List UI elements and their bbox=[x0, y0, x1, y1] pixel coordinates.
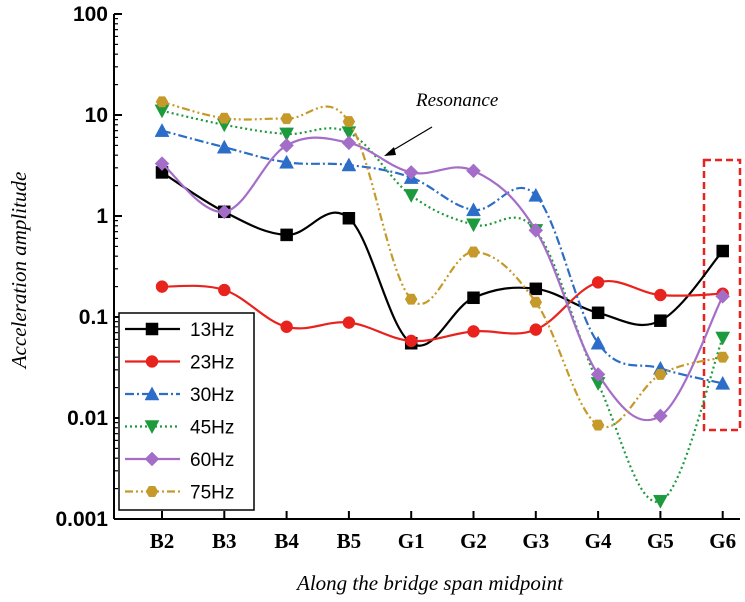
legend-label-30Hz: 30Hz bbox=[190, 385, 234, 406]
data-point-75Hz-G5 bbox=[654, 368, 667, 380]
data-point-60Hz-G2 bbox=[466, 163, 481, 179]
data-point-30Hz-B4 bbox=[279, 154, 295, 169]
data-point-60Hz-G4 bbox=[590, 367, 606, 382]
data-point-60Hz-G6 bbox=[715, 289, 731, 304]
x-tick-label: G1 bbox=[398, 529, 425, 553]
data-point-13Hz-G2 bbox=[467, 291, 480, 305]
y-tick-label: 0.1 bbox=[79, 306, 109, 329]
data-point-45Hz-G1 bbox=[403, 189, 419, 203]
series-75Hz bbox=[155, 96, 729, 431]
data-point-45Hz-G5 bbox=[652, 494, 668, 509]
legend-label-60Hz: 60Hz bbox=[190, 450, 234, 471]
x-tick-label: G2 bbox=[460, 529, 487, 553]
x-tick-label: G4 bbox=[585, 529, 612, 553]
data-point-75Hz-G4 bbox=[591, 419, 605, 431]
y-ticks: 0.001 0.01 0.1 1 10 100 bbox=[55, 3, 122, 531]
legend-label-13Hz: 13Hz bbox=[190, 320, 234, 341]
legend-label-75Hz: 75Hz bbox=[190, 483, 234, 504]
data-point-60Hz-B4 bbox=[279, 138, 294, 153]
data-point-75Hz-B5 bbox=[342, 116, 356, 128]
data-point-75Hz-B3 bbox=[218, 112, 231, 124]
legend-label-45Hz: 45Hz bbox=[190, 418, 234, 439]
data-point-60Hz-B3 bbox=[216, 204, 232, 220]
data-point-13Hz-G3 bbox=[529, 282, 543, 296]
data-point-60Hz-G1 bbox=[403, 165, 419, 180]
x-tick-label: B5 bbox=[337, 529, 362, 553]
data-point-75Hz-G2 bbox=[467, 246, 480, 258]
data-point-23Hz-G1 bbox=[404, 334, 418, 348]
x-ticks: B2 B3 B4 B5 G1 G2 G3 G4 G5 G6 bbox=[150, 511, 736, 553]
series-line-45Hz bbox=[161, 109, 724, 503]
data-point-60Hz-G5 bbox=[653, 408, 668, 424]
y-tick-label: 10 bbox=[85, 104, 108, 127]
annotation-arrow-line bbox=[389, 126, 433, 153]
legend-marker-23Hz bbox=[145, 355, 159, 368]
y-tick-label: 1 bbox=[96, 205, 108, 228]
data-point-30Hz-B3 bbox=[216, 139, 232, 154]
series-line-75Hz bbox=[161, 100, 723, 429]
x-tick-label: B4 bbox=[274, 529, 299, 553]
legend-box bbox=[118, 312, 255, 511]
data-point-30Hz-B2 bbox=[154, 123, 170, 137]
legend-marker-13Hz bbox=[145, 322, 159, 336]
x-axis-title: Along the bridge span midpoint bbox=[295, 571, 564, 595]
data-point-30Hz-B5 bbox=[341, 157, 357, 172]
legend: 13Hz 23Hz 30Hz 45Hz 60Hz 75Hz bbox=[118, 312, 255, 511]
data-point-23Hz-B5 bbox=[342, 316, 356, 329]
series-group bbox=[154, 96, 731, 509]
data-point-30Hz-G2 bbox=[466, 202, 481, 217]
legend-marker-45Hz bbox=[144, 420, 160, 435]
data-point-30Hz-G4 bbox=[590, 335, 606, 350]
data-point-23Hz-B4 bbox=[280, 320, 293, 334]
data-point-30Hz-G3 bbox=[528, 187, 544, 202]
data-point-45Hz-G6 bbox=[715, 331, 731, 346]
annotation: Resonance bbox=[384, 90, 498, 156]
data-point-13Hz-B4 bbox=[280, 228, 293, 242]
x-tick-label: B3 bbox=[212, 529, 237, 553]
data-point-13Hz-G4 bbox=[591, 306, 605, 320]
data-point-60Hz-G3 bbox=[528, 223, 544, 238]
annotation-arrow-head bbox=[384, 147, 396, 156]
x-tick-label: G5 bbox=[647, 529, 674, 553]
series-60Hz bbox=[154, 135, 731, 424]
x-tick-label: G6 bbox=[709, 529, 736, 553]
legend-marker-30Hz bbox=[144, 386, 160, 401]
legend-marker-60Hz bbox=[144, 451, 160, 467]
data-point-23Hz-G4 bbox=[591, 276, 605, 289]
data-point-13Hz-G5 bbox=[654, 314, 667, 327]
data-point-45Hz-B4 bbox=[279, 127, 295, 142]
data-point-75Hz-B2 bbox=[155, 96, 169, 108]
data-point-75Hz-B4 bbox=[280, 113, 293, 125]
series-line-23Hz bbox=[161, 280, 723, 343]
axes bbox=[113, 14, 740, 520]
data-point-23Hz-B2 bbox=[155, 280, 169, 293]
data-point-60Hz-B5 bbox=[341, 135, 357, 151]
data-point-75Hz-G3 bbox=[529, 296, 543, 308]
data-point-45Hz-G2 bbox=[466, 218, 481, 233]
series-line-60Hz bbox=[161, 136, 724, 422]
y-tick-label: 100 bbox=[73, 3, 108, 26]
data-point-13Hz-B5 bbox=[342, 211, 356, 225]
legend-label-23Hz: 23Hz bbox=[190, 353, 234, 374]
data-point-23Hz-G3 bbox=[529, 323, 543, 336]
x-tick-label: B2 bbox=[150, 529, 175, 553]
y-axis-title: Acceleration amplitude bbox=[7, 172, 31, 371]
data-point-23Hz-G5 bbox=[654, 288, 667, 302]
data-point-75Hz-G1 bbox=[404, 293, 418, 305]
y-tick-label: 0.001 bbox=[55, 508, 108, 531]
y-tick-label: 0.01 bbox=[67, 407, 108, 430]
data-point-75Hz-G6 bbox=[716, 351, 729, 363]
data-point-60Hz-B2 bbox=[154, 156, 170, 171]
data-point-23Hz-B3 bbox=[218, 283, 231, 297]
legend-marker-75Hz bbox=[145, 486, 159, 497]
x-tick-label: G3 bbox=[522, 529, 549, 553]
data-point-13Hz-G6 bbox=[716, 244, 729, 258]
data-point-30Hz-G6 bbox=[715, 375, 731, 390]
annotation-text: Resonance bbox=[415, 90, 498, 111]
data-point-23Hz-G2 bbox=[467, 325, 480, 338]
